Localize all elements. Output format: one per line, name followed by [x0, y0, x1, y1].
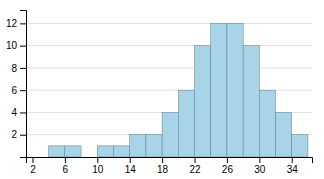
grid-line [26, 45, 312, 46]
x-tick-mark [130, 157, 131, 163]
x-tick-mark [195, 157, 196, 163]
bar [227, 23, 243, 157]
y-tick: 12 [6, 18, 26, 29]
bar [292, 135, 308, 157]
plot: 261014182226303424681012 [6, 11, 313, 176]
y-tick-mark [20, 135, 26, 136]
bar [49, 146, 65, 157]
y-tick-mark [20, 68, 26, 69]
x-tick-label: 34 [287, 164, 299, 175]
x-tick-label: 30 [254, 164, 266, 175]
x-axis-line [27, 158, 313, 164]
y-tick-label: 10 [6, 40, 18, 51]
bar [178, 90, 194, 157]
y-tick: 6 [11, 85, 26, 96]
y-tick-label: 6 [11, 85, 17, 96]
y-axis: 2 4 6 8 10 12 [6, 11, 27, 158]
grid-line [26, 23, 312, 24]
x-tick: 22 [189, 157, 201, 175]
x-tick: 6 [63, 157, 69, 175]
bar [211, 23, 227, 157]
y-tick-mark [20, 46, 26, 47]
bar [276, 112, 292, 157]
x-tick-label: 18 [157, 164, 169, 175]
x-tick-mark [97, 157, 98, 163]
chart: 261014182226303424681012 [0, 0, 324, 179]
x-tick: 10 [92, 157, 104, 175]
x-tick-label: 2 [30, 164, 36, 175]
x-tick-label: 10 [92, 164, 104, 175]
x-tick-mark [162, 157, 163, 163]
x-tick: 18 [157, 157, 169, 175]
bar [162, 112, 178, 157]
y-tick: 2 [11, 129, 26, 140]
x-tick-label: 26 [222, 164, 234, 175]
bar [195, 46, 211, 157]
y-axis-line [20, 11, 27, 158]
x-axis: 2610141822263034 [27, 157, 313, 175]
grid-line [26, 67, 312, 68]
bar [32, 157, 48, 158]
x-tick-mark [259, 157, 260, 163]
y-tick-label: 12 [6, 18, 18, 29]
y-tick-mark [20, 112, 26, 113]
y-tick-label: 4 [11, 107, 17, 118]
y-tick-mark [20, 90, 26, 91]
y-tick-label: 8 [11, 63, 17, 74]
bar [81, 157, 97, 158]
x-tick: 2 [30, 157, 36, 175]
x-tick: 34 [287, 157, 299, 175]
bar [114, 146, 130, 157]
x-tick-label: 6 [63, 164, 69, 175]
bar [97, 146, 113, 157]
x-tick-mark [32, 157, 33, 163]
x-tick-mark [292, 157, 293, 163]
y-tick-label: 2 [11, 129, 17, 140]
bar [65, 146, 81, 157]
y-tick: 8 [11, 63, 26, 74]
x-tick: 14 [125, 157, 137, 175]
x-tick-mark [65, 157, 66, 163]
x-tick-label: 14 [125, 164, 137, 175]
x-tick-mark [227, 157, 228, 163]
bar [146, 135, 162, 157]
bar [243, 46, 259, 157]
y-tick: 10 [6, 40, 26, 51]
y-tick-mark [20, 23, 26, 24]
x-tick: 26 [222, 157, 234, 175]
y-tick: 4 [11, 107, 26, 118]
bars [49, 23, 308, 157]
bar [259, 90, 275, 157]
bar [130, 135, 146, 157]
x-tick: 30 [254, 157, 266, 175]
x-tick-label: 22 [189, 164, 201, 175]
